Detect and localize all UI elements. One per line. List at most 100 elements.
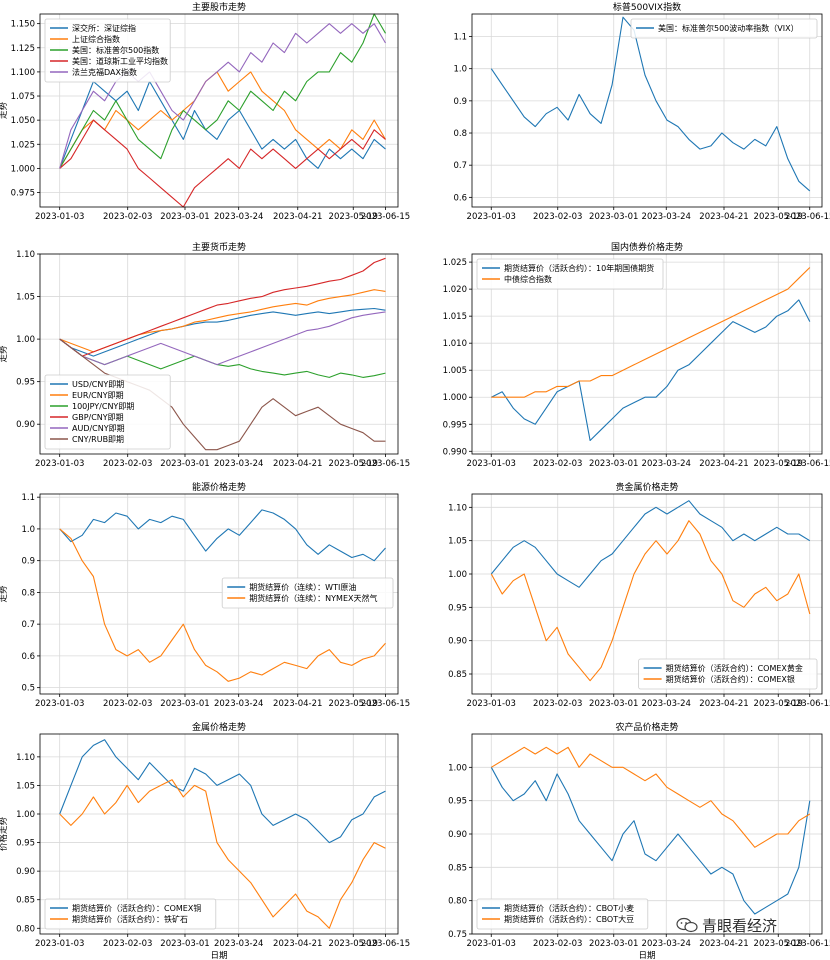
series-line-1 — [490, 767, 811, 915]
legend-frame — [476, 898, 649, 930]
y-tick-label: 0.90 — [16, 420, 35, 430]
legend-label: 美国：标准普尔500波动率指数（VIX） — [658, 23, 799, 33]
chart-title: 贵金属价格走势 — [615, 481, 678, 493]
y-tick-label: 0.9 — [453, 97, 467, 107]
y-tick-label: 0.90 — [448, 637, 467, 647]
x-tick-label: 2023-03-01 — [589, 212, 638, 222]
x-tick-label: 2023-03-01 — [589, 459, 638, 469]
chart-energy: 0.5 0.6 0.7 0.8 0.9 1.0 1.1 2023-01-03 2023-02-0… — [0, 481, 410, 709]
y-axis-label: 价格走势 — [0, 817, 9, 852]
y-tick-label: 0.95 — [16, 839, 35, 849]
series-line-1 — [490, 500, 811, 588]
series-line-1 — [59, 307, 386, 357]
gridlines — [472, 14, 822, 207]
series-line-1 — [491, 299, 811, 442]
wechat-icon — [676, 917, 698, 933]
x-tick-label: 2023-06-15 — [361, 212, 410, 222]
series-line-1 — [59, 80, 386, 169]
chart-metals: 0.80 0.85 0.90 0.95 1.00 1.05 1.10 2023-01-03 20… — [0, 721, 410, 960]
watermark-text: 青眼看经济 — [702, 916, 778, 935]
legend-label: 100JPY/CNY即期 — [72, 402, 134, 411]
x-tick-label: 2023-01-03 — [467, 939, 516, 949]
y-tick-label: 0.85 — [16, 896, 35, 906]
x-tick-label: 2023-03-24 — [214, 212, 263, 222]
x-tick-label: 2023-02-03 — [533, 939, 582, 949]
y-tick-label: 0.8 — [453, 129, 467, 139]
x-tick-label: 2023-02-03 — [533, 459, 582, 469]
y-axis-label: 走势 — [0, 345, 9, 363]
series-line-3 — [59, 13, 386, 169]
legend: 深交所：深证综指上证综合指数美国：标准普尔500指数美国：道琼斯工业平均指数法兰… — [44, 18, 171, 83]
legend-frame — [44, 898, 217, 930]
x-tick-label: 2023-03-24 — [642, 212, 691, 222]
y-tick-label: 0.7 — [453, 161, 467, 171]
legend-label: 期货结算价（连续）：NYMEX天然气 — [249, 593, 377, 603]
y-tick-label: 1.10 — [16, 753, 35, 763]
x-tick-label: 2023-05-19 — [754, 699, 803, 709]
x-tick-label: 2023-02-03 — [103, 699, 152, 709]
x-tick-label: 2023-04-21 — [699, 939, 748, 949]
x-tick-label: 2023-01-03 — [35, 459, 84, 469]
legend-label: EUR/CNY即期 — [72, 391, 124, 400]
y-tick-label: 0.995 — [443, 420, 467, 430]
series-line-2 — [59, 71, 386, 169]
plot-area — [471, 493, 823, 695]
legend-label: 期货结算价（活跃合约）：COMEX黄金 — [666, 663, 803, 673]
y-tick-label: 0.95 — [16, 378, 35, 388]
y-tick-label: 1.015 — [443, 312, 467, 322]
series-line-1 — [59, 739, 386, 844]
y-tick-label: 1.020 — [443, 285, 467, 295]
legend-frame — [476, 258, 664, 290]
chart-vix: 0.6 0.7 0.8 0.9 1.0 1.1 2023-01-03 2023-02-03 20… — [453, 1, 830, 222]
legend-label: 期货结算价（活跃合约）：CBOT小麦 — [504, 903, 634, 913]
x-tick-label: 2023-04-21 — [273, 212, 322, 222]
x-tick-label: 2023-03-24 — [642, 939, 691, 949]
y-tick-label: 0.975 — [11, 189, 35, 199]
y-tick-label: 0.85 — [448, 863, 467, 873]
y-tick-label: 1.025 — [443, 258, 467, 268]
y-tick-label: 1.10 — [448, 503, 467, 513]
legend-frame — [638, 658, 818, 690]
y-tick-label: 0.80 — [16, 924, 35, 934]
x-tick-label: 2023-03-24 — [214, 459, 263, 469]
legend-label: 期货结算价（活跃合约）：铁矿石 — [72, 914, 188, 924]
x-tick-label: 2023-06-15 — [361, 939, 410, 949]
chart-precious-metals: 0.85 0.90 0.95 1.00 1.05 1.10 2023-01-03 2023-0… — [448, 481, 830, 709]
legend-label: 美国：道琼斯工业平均指数 — [72, 56, 168, 66]
legend-label: 法兰克福DAX指数 — [72, 67, 137, 77]
x-tick-label: 2023-05-19 — [754, 939, 803, 949]
series-line-2 — [59, 528, 386, 682]
y-tick-label: 0.5 — [21, 684, 35, 694]
legend-frame — [44, 374, 171, 450]
y-tick-label: 0.80 — [448, 897, 467, 907]
x-tick-label: 2023-05-19 — [329, 459, 378, 469]
series-line-5 — [59, 23, 386, 169]
x-tick-label: 2023-01-03 — [467, 212, 516, 222]
x-tick-label: 2023-06-15 — [785, 699, 830, 709]
x-tick-label: 2023-02-03 — [103, 939, 152, 949]
chart-title: 标普500VIX指数 — [613, 1, 681, 13]
y-tick-label: 1.000 — [443, 393, 467, 403]
y-tick-label: 1.010 — [443, 339, 467, 349]
x-tick-label: 2023-04-21 — [699, 459, 748, 469]
series-line-3 — [59, 338, 386, 378]
y-tick-label: 1.05 — [16, 293, 35, 303]
legend-label: 上证综合指数 — [72, 34, 120, 44]
y-tick-label: 0.7 — [21, 620, 35, 630]
series-line-2 — [490, 520, 811, 682]
x-tick-label: 2023-03-24 — [214, 939, 263, 949]
x-tick-label: 2023-04-21 — [273, 459, 322, 469]
chart-agriculture: 0.75 0.80 0.85 0.90 0.95 1.00 2023-01-03 2023-0… — [448, 721, 830, 960]
x-tick-label: 2023-03-01 — [589, 699, 638, 709]
x-tick-label: 2023-03-24 — [642, 459, 691, 469]
y-tick-label: 1.100 — [11, 68, 35, 78]
y-tick-label: 1.000 — [11, 164, 35, 174]
chart-stock-markets: 0.975 1.000 1.025 1.050 1.075 1.100 1.125 1.150… — [0, 1, 410, 222]
plot-area — [39, 493, 399, 695]
